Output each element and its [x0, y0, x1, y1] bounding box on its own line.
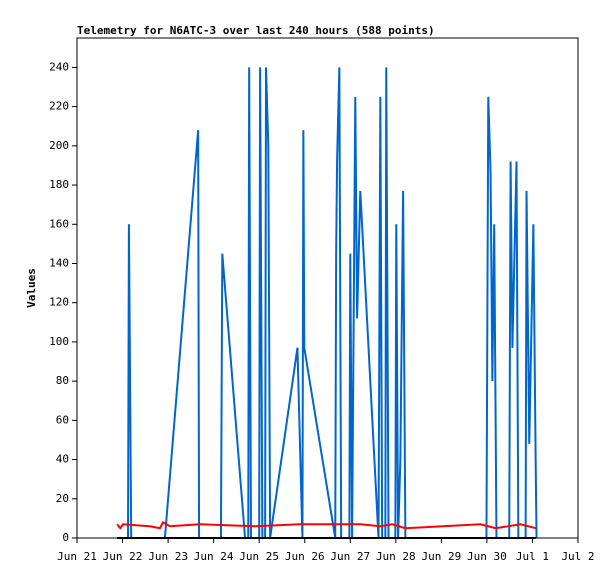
x-tick-label: Jun 30 [467, 550, 507, 563]
y-tick-label: 100 [49, 335, 69, 348]
y-tick-label: 60 [56, 413, 69, 426]
y-tick-label: 180 [49, 178, 69, 191]
x-tick-label: Jun 25 [239, 550, 279, 563]
y-tick-label: 200 [49, 139, 69, 152]
y-axis-label: Values [25, 268, 38, 308]
chart-title: Telemetry for N6ATC-3 over last 240 hour… [77, 24, 435, 37]
y-tick-label: 80 [56, 374, 69, 387]
x-tick-label: Jun 28 [376, 550, 416, 563]
x-tick-label: Jun 24 [194, 550, 234, 563]
x-tick-label: Jun 29 [421, 550, 461, 563]
y-tick-label: 120 [49, 296, 69, 309]
series-line [116, 520, 536, 530]
x-tick-label: Jun 22 [103, 550, 143, 563]
y-tick-label: 0 [62, 531, 69, 544]
x-tick-label: Jul 2 [561, 550, 594, 563]
y-tick-label: 20 [56, 492, 69, 505]
y-tick-label: 220 [49, 100, 69, 113]
plot-frame [76, 37, 579, 539]
y-tick-label: 40 [56, 453, 69, 466]
y-tick-label: 140 [49, 256, 69, 269]
y-tick-label: 240 [49, 60, 69, 73]
x-tick-label: Jun 23 [148, 550, 188, 563]
x-tick-label: Jun 26 [285, 550, 325, 563]
x-tick-label: Jun 21 [57, 550, 97, 563]
x-tick-label: Jun 27 [330, 550, 370, 563]
y-tick-label: 160 [49, 217, 69, 230]
x-tick-label: Jul 1 [516, 550, 549, 563]
